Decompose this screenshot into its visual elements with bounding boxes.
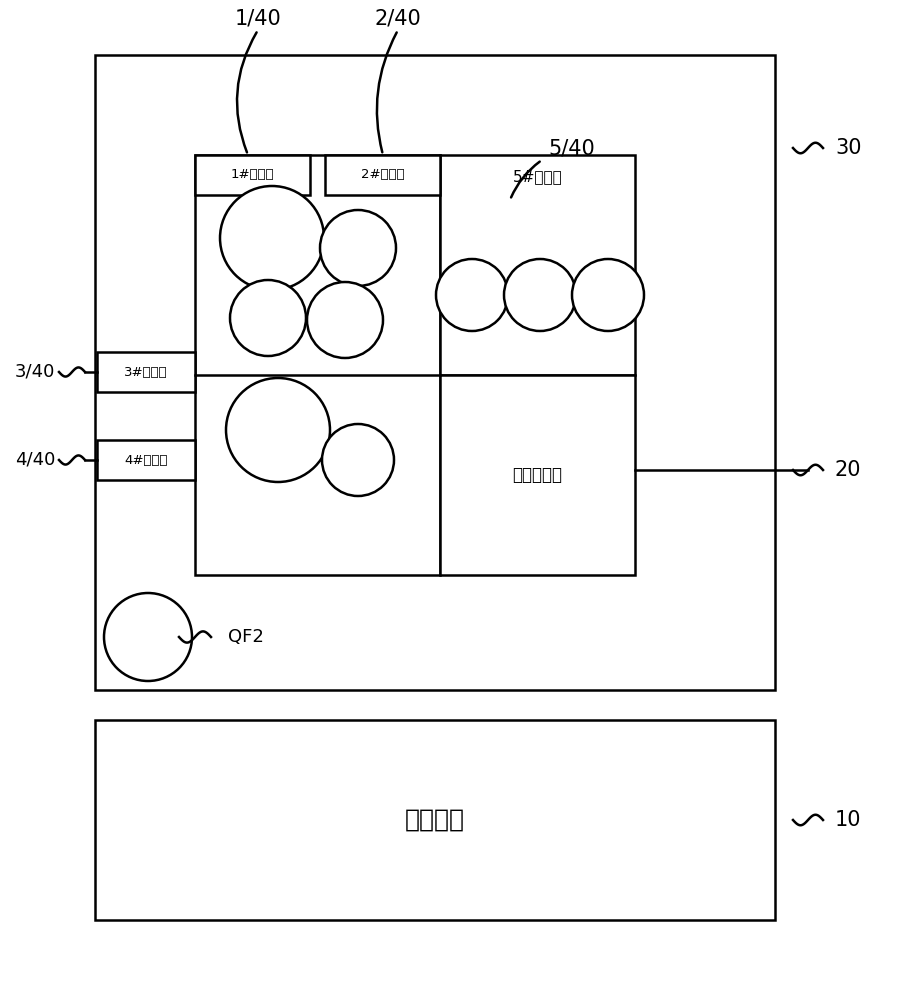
Bar	[97, 352, 195, 392]
Bar	[95, 720, 775, 920]
Ellipse shape	[504, 259, 576, 331]
Text: 30: 30	[835, 138, 862, 158]
Ellipse shape	[226, 378, 330, 482]
Text: 3#接线盒: 3#接线盒	[124, 365, 167, 378]
Text: 基站控制笱: 基站控制笱	[512, 466, 562, 484]
Text: 1/40: 1/40	[235, 8, 281, 28]
Text: 20: 20	[835, 460, 862, 480]
Ellipse shape	[104, 593, 192, 681]
Text: 2#接线盒: 2#接线盒	[360, 168, 404, 182]
Ellipse shape	[220, 186, 324, 290]
Text: 2/40: 2/40	[375, 8, 421, 28]
Text: 5/40: 5/40	[548, 138, 595, 158]
Text: 5#接线盒: 5#接线盒	[512, 169, 562, 184]
Bar	[325, 155, 440, 195]
Text: 主控制笱: 主控制笱	[405, 808, 465, 832]
Bar	[97, 440, 195, 480]
Text: 4/40: 4/40	[15, 451, 56, 469]
Bar	[440, 155, 635, 375]
Text: 3/40: 3/40	[15, 363, 56, 381]
Ellipse shape	[322, 424, 394, 496]
Bar	[195, 155, 310, 195]
Bar	[95, 55, 775, 690]
Text: 4#接线盒: 4#接线盒	[125, 454, 167, 466]
Ellipse shape	[572, 259, 644, 331]
Bar	[440, 375, 635, 575]
Text: QF2: QF2	[228, 628, 264, 646]
Ellipse shape	[307, 282, 383, 358]
Ellipse shape	[230, 280, 306, 356]
Bar	[195, 155, 440, 575]
Ellipse shape	[436, 259, 508, 331]
Text: 1#接线盒: 1#接线盒	[231, 168, 274, 182]
Ellipse shape	[320, 210, 396, 286]
Text: 10: 10	[835, 810, 862, 830]
